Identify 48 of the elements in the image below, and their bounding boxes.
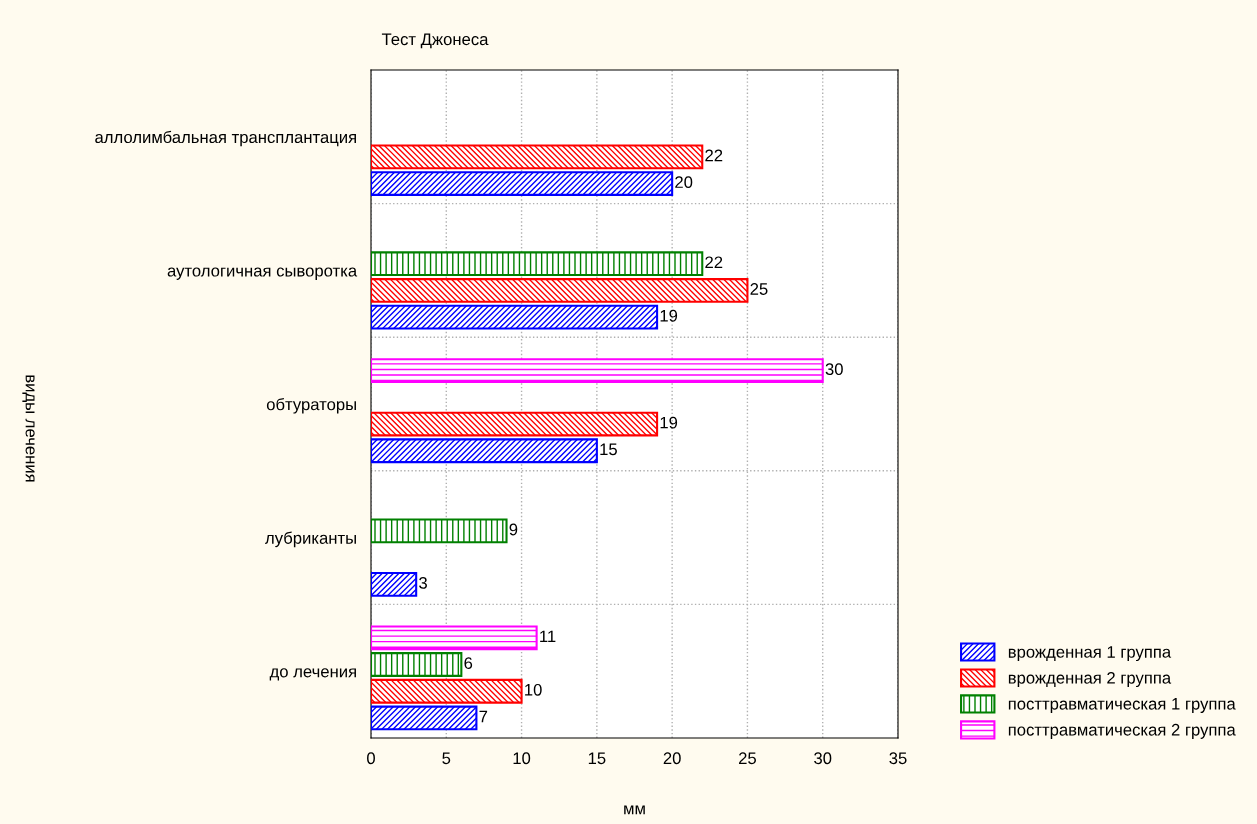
legend-label: посттравматическая 2 группа — [1008, 723, 1236, 739]
data-label: 10 — [525, 683, 542, 696]
x-tick-label: 5 — [442, 752, 451, 765]
y-tick-label: лубриканты — [265, 531, 356, 548]
data-label: 9 — [509, 523, 518, 536]
x-tick-label: 10 — [513, 752, 531, 765]
x-tick-label: 0 — [367, 752, 375, 765]
x-axis-title: мм — [624, 805, 645, 815]
x-tick-label: 25 — [739, 752, 756, 765]
y-axis-title: виды лечения — [22, 375, 35, 482]
data-label: 19 — [660, 309, 678, 322]
data-label: 20 — [675, 176, 693, 189]
y-tick-label: до лечения — [269, 668, 356, 681]
bar — [371, 438, 598, 464]
bar — [371, 144, 704, 170]
legend-label: врожденная 1 группа — [1008, 646, 1172, 662]
data-label: 19 — [660, 416, 678, 429]
data-label: 22 — [705, 149, 723, 162]
data-label: 7 — [479, 710, 488, 723]
data-label: 6 — [464, 657, 473, 669]
x-tick-label: 15 — [588, 752, 606, 765]
bar — [371, 705, 478, 731]
bar — [371, 652, 463, 677]
bar — [371, 251, 704, 277]
y-tick-label: аутологичная сыворотка — [167, 267, 358, 280]
data-label: 30 — [825, 363, 843, 376]
data-label: 25 — [750, 283, 768, 295]
data-label: 15 — [600, 443, 617, 456]
x-tick-label: 35 — [889, 752, 907, 765]
x-tick-label: 30 — [814, 752, 832, 765]
bar — [371, 358, 824, 383]
y-tick-label: аллолимбальная трансплантация — [95, 130, 356, 147]
bar — [371, 304, 659, 330]
data-label: 22 — [705, 256, 723, 269]
chart-title: Тест Джонеса — [381, 33, 489, 49]
x-tick-label: 20 — [663, 752, 681, 765]
bar — [371, 678, 523, 704]
bar — [371, 171, 674, 196]
legend-label: врожденная 2 группа — [1008, 671, 1172, 688]
bar — [371, 625, 538, 651]
bar — [371, 278, 749, 303]
data-label: 11 — [540, 630, 556, 643]
data-label: 3 — [419, 577, 427, 589]
bar — [371, 411, 659, 437]
bar — [371, 518, 508, 544]
legend-label: посттравматическая 1 группа — [1008, 698, 1236, 713]
bar — [371, 571, 418, 597]
y-tick-label: обтураторы — [266, 397, 356, 414]
